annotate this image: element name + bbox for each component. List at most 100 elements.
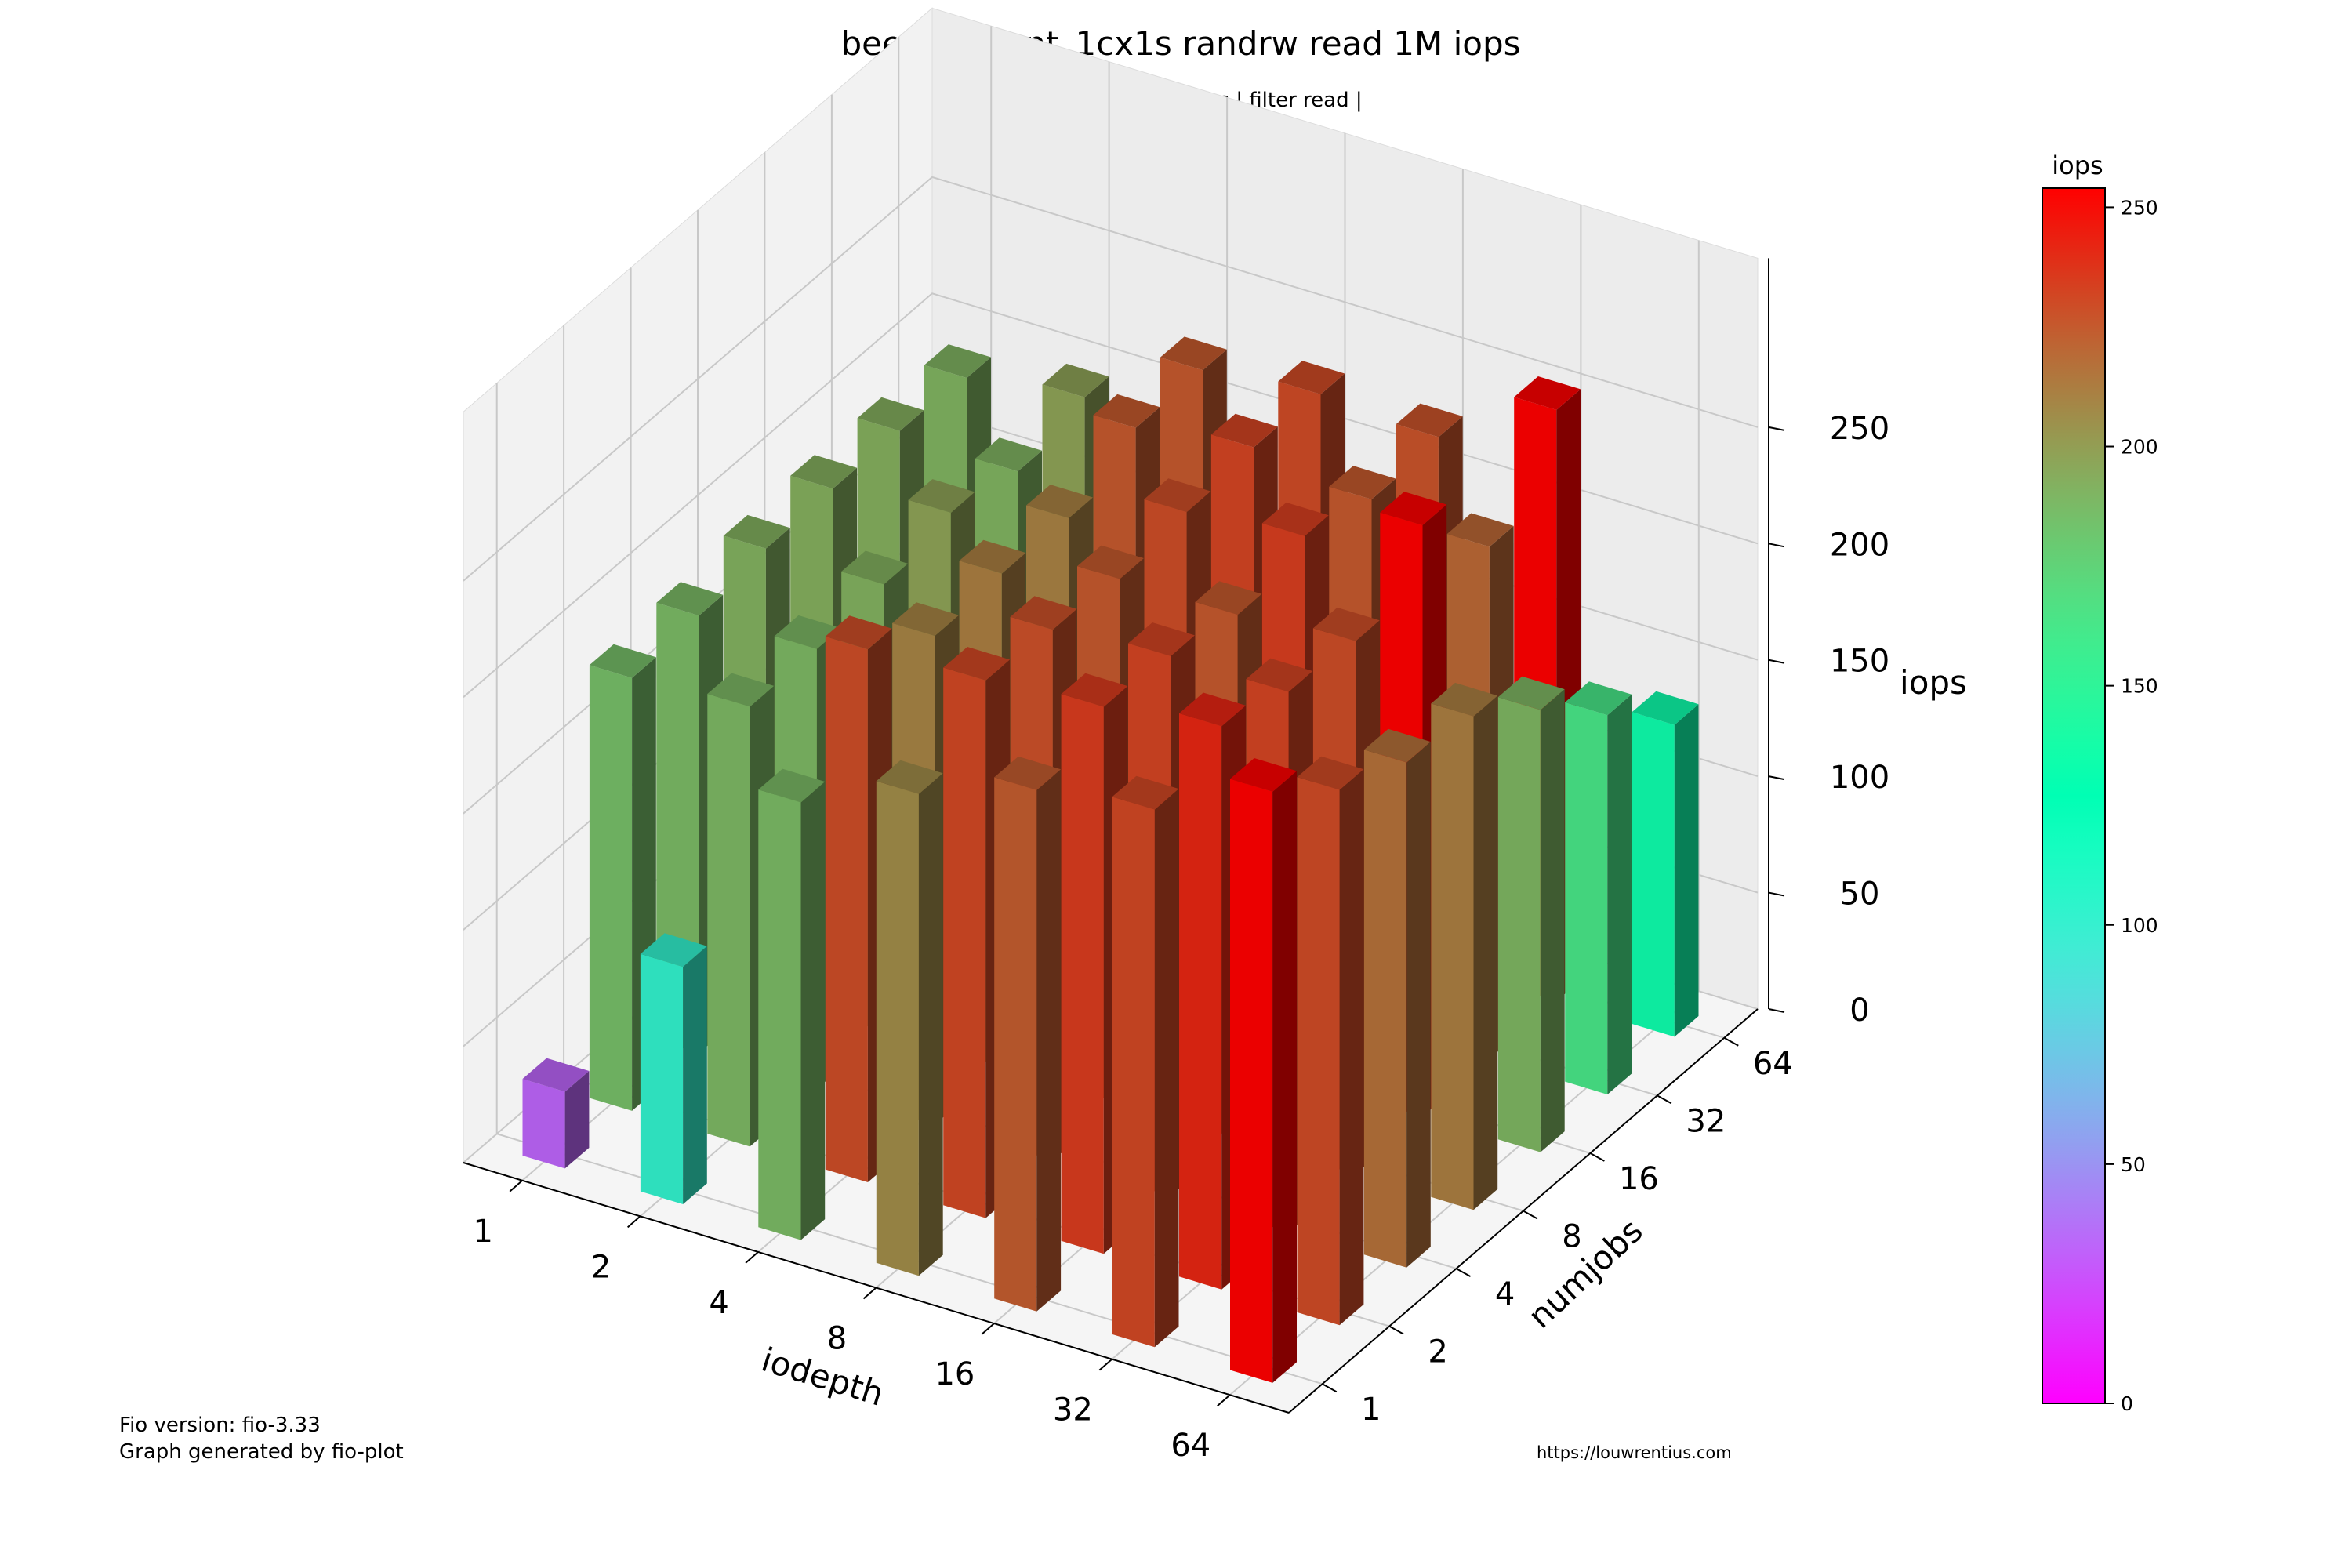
- bar-top-face: [1363, 728, 1431, 763]
- y-tick-label: 16: [1619, 1161, 1659, 1197]
- x-tick-label: 2: [591, 1249, 611, 1285]
- bar-top-face: [1026, 485, 1093, 518]
- colorbar-gradient-rect: [2042, 187, 2106, 1404]
- bar-iodepth-64-numjobs-1: [1230, 758, 1297, 1383]
- bar-front-face: [1179, 713, 1222, 1290]
- bar-side-face: [1036, 769, 1062, 1312]
- bar-top-face: [1230, 758, 1297, 792]
- colorbar-label: iops: [2052, 151, 2103, 180]
- bar-front-face: [1431, 703, 1474, 1210]
- bar-iodepth-64-numjobs-64: [1632, 691, 1699, 1037]
- bar-top-face: [841, 550, 909, 585]
- bar-top-face: [1210, 413, 1278, 448]
- bar-front-face: [1297, 777, 1340, 1326]
- y-tick: [1456, 1268, 1472, 1277]
- z-tick: [1768, 1008, 1785, 1013]
- bar-iodepth-16-numjobs-1: [994, 756, 1062, 1312]
- bar-top-face: [943, 647, 1011, 681]
- colorbar-tick-label: 250: [2121, 196, 2158, 219]
- bar-top-face: [1246, 658, 1313, 692]
- bar-top-face: [522, 1058, 590, 1092]
- y-tick-label: 2: [1428, 1334, 1447, 1370]
- bar-front-face: [1632, 712, 1675, 1037]
- bar-iodepth-64-numjobs-8: [1431, 682, 1498, 1210]
- y-tick-label: 8: [1562, 1219, 1581, 1255]
- bar-front-face: [640, 953, 684, 1204]
- y-tick-label: 32: [1686, 1103, 1726, 1139]
- axes-layer: 1 2 4 8 16 32 64 1 2 4 8 16 32 64 0 50 100 150 200 250: [463, 258, 1889, 1464]
- bar-top-face: [1195, 581, 1262, 615]
- bar-top-face: [774, 615, 841, 649]
- bar-top-face: [1312, 607, 1380, 641]
- y-axis-label: numjobs: [1521, 1211, 1650, 1336]
- bar-side-face: [1674, 704, 1699, 1037]
- x-tick: [1217, 1394, 1231, 1406]
- bar-top-face: [1565, 681, 1632, 716]
- z-tick-label: 150: [1830, 644, 1889, 680]
- bar-side-face: [1154, 789, 1179, 1348]
- bar-side-face: [1540, 689, 1565, 1152]
- bar-side-face: [683, 946, 707, 1204]
- bar-front-face: [758, 789, 801, 1240]
- bar-top-face: [1128, 622, 1195, 656]
- footer-fio-version: Fio version: fio-3.33: [119, 1414, 321, 1437]
- y-tick: [1723, 1036, 1739, 1047]
- bar-top-face: [1112, 775, 1179, 810]
- bar-top-face: [924, 344, 991, 378]
- x-tick-label: 16: [935, 1356, 975, 1392]
- x-tick: [509, 1180, 523, 1192]
- bar-top-face: [1093, 394, 1160, 428]
- bar-side-face: [1473, 695, 1498, 1210]
- bar-top-face: [640, 933, 707, 967]
- y-tick: [1589, 1152, 1605, 1162]
- footer-url: https://louwrentius.com: [1537, 1443, 1732, 1462]
- bar-front-face: [1363, 750, 1407, 1268]
- bar-top-face: [1042, 363, 1109, 397]
- y-tick-label: 64: [1753, 1046, 1793, 1082]
- bar-front-face: [876, 781, 919, 1276]
- y-tick-label: 4: [1495, 1276, 1515, 1312]
- z-axis-label: iops: [1900, 663, 1967, 702]
- colorbar-tick-label: 200: [2121, 436, 2158, 459]
- bar-side-face: [1339, 769, 1364, 1326]
- x-tick-label: 4: [709, 1285, 728, 1321]
- z-gridline: [463, 292, 1759, 699]
- bar-top-face: [589, 644, 656, 678]
- z-tick-label: 50: [1840, 877, 1880, 913]
- colorbar-tick-label: 50: [2121, 1153, 2146, 1176]
- y-tick: [1657, 1094, 1672, 1105]
- bar-side-face: [800, 782, 826, 1240]
- bar-top-face: [723, 514, 790, 549]
- bar-front-face: [994, 777, 1037, 1312]
- bar-top-face: [975, 437, 1042, 472]
- x-tick-label: 32: [1053, 1392, 1093, 1428]
- bar-front-face: [1112, 797, 1155, 1348]
- z-gridline: [463, 176, 1759, 582]
- footer-generated-by: Graph generated by fio-plot: [119, 1440, 404, 1464]
- bar-iodepth-2-numjobs-1: [640, 933, 707, 1204]
- bar-side-face: [1272, 771, 1297, 1383]
- x-tick: [626, 1215, 641, 1229]
- bar-front-face: [1497, 697, 1541, 1152]
- y-tick: [1388, 1325, 1404, 1335]
- y-tick-label: 1: [1361, 1392, 1381, 1428]
- bar-side-face: [564, 1071, 590, 1169]
- bar-top-face: [1497, 676, 1565, 710]
- x-tick: [745, 1251, 759, 1264]
- bar-top-face: [908, 479, 975, 513]
- bar-top-face: [1297, 756, 1364, 790]
- bar-top-face: [790, 455, 858, 489]
- bar-top-face: [1329, 466, 1396, 499]
- x-tick-label: 1: [473, 1214, 492, 1250]
- bar-front-face: [1061, 694, 1104, 1254]
- bar-side-face: [918, 773, 943, 1276]
- z-tick: [1768, 543, 1785, 548]
- x-tick: [862, 1287, 877, 1300]
- bar-top-face: [1514, 376, 1581, 410]
- bar-top-face: [1061, 673, 1128, 707]
- z-tick-label: 200: [1830, 527, 1889, 563]
- bar-top-face: [1431, 682, 1498, 717]
- bar-front-face: [825, 636, 868, 1182]
- bar-top-face: [1160, 336, 1227, 371]
- bar-front-face: [1565, 702, 1608, 1094]
